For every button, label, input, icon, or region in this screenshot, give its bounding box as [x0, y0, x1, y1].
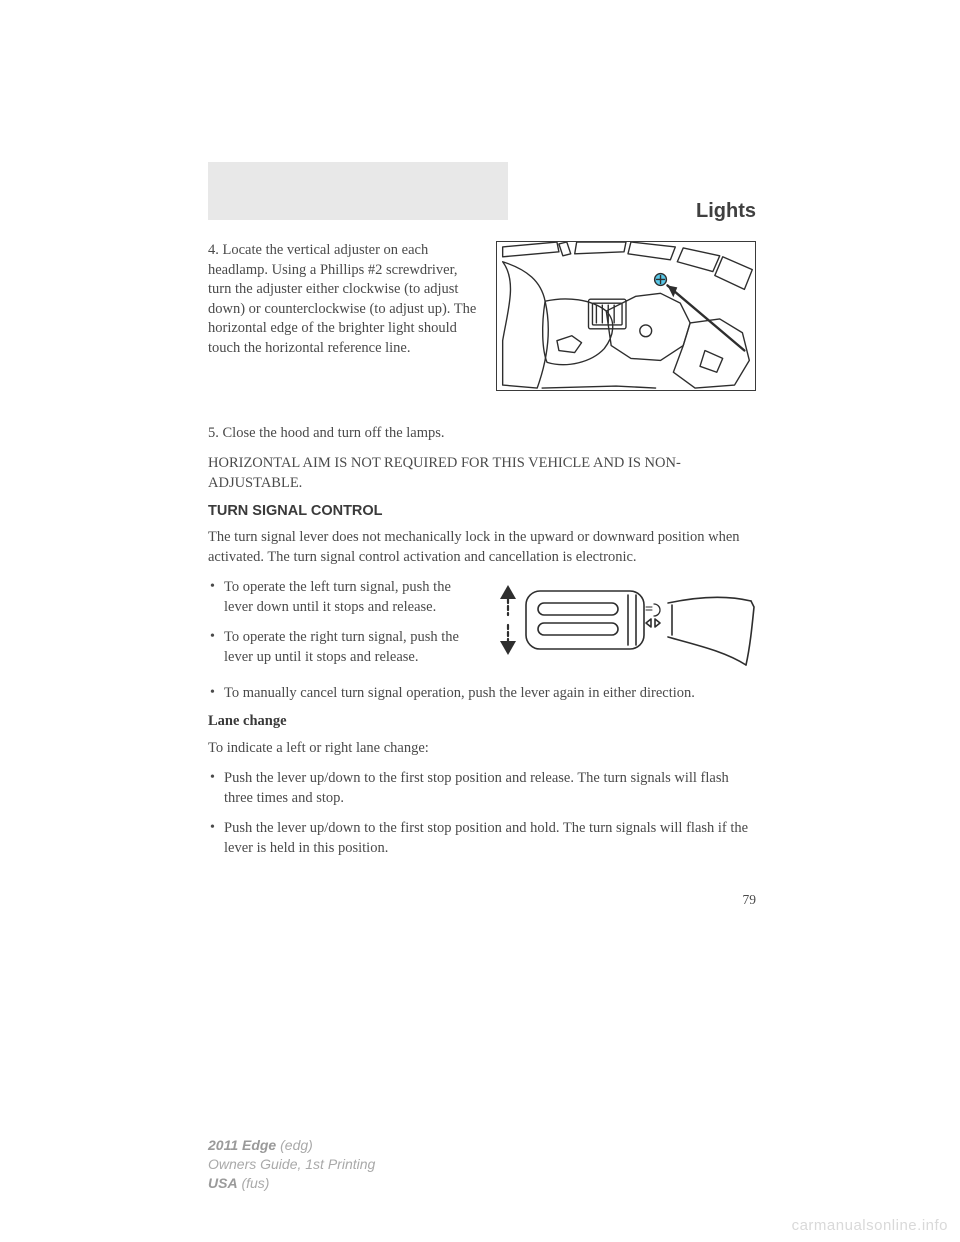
turn-signal-bullets-rest: To manually cancel turn signal operation… [208, 683, 756, 703]
turn-signal-bullets-left: To operate the left turn signal, push th… [208, 577, 482, 677]
watermark: carmanualsonline.info [792, 1217, 948, 1234]
step5-text: 5. Close the hood and turn off the lamps… [208, 423, 756, 443]
turn-signal-intro: The turn signal lever does not mechanica… [208, 527, 756, 567]
horizontal-aim-note: HORIZONTAL AIM IS NOT REQUIRED FOR THIS … [208, 453, 756, 493]
footer-usa: USA [208, 1175, 238, 1191]
footer-code1: (edg) [276, 1137, 313, 1153]
list-item: Push the lever up/down to the first stop… [208, 818, 756, 858]
headlamp-figure [496, 241, 756, 391]
lever-figure [496, 577, 756, 672]
page-number: 79 [208, 892, 756, 908]
footer-line2: Owners Guide, 1st Printing [208, 1155, 375, 1174]
footer-line1: 2011 Edge (edg) [208, 1136, 375, 1155]
section-title: Lights [208, 200, 756, 223]
list-item: To operate the left turn signal, push th… [208, 577, 482, 617]
lane-change-heading: Lane change [208, 713, 756, 730]
turn-signal-heading: TURN SIGNAL CONTROL [208, 503, 756, 519]
footer-line3: USA (fus) [208, 1174, 375, 1193]
lane-change-bullets: Push the lever up/down to the first stop… [208, 768, 756, 858]
list-item: Push the lever up/down to the first stop… [208, 768, 756, 808]
footer: 2011 Edge (edg) Owners Guide, 1st Printi… [208, 1136, 375, 1193]
lane-change-intro: To indicate a left or right lane change: [208, 738, 756, 758]
page-content: Lights 4. Locate the vertical adjuster o… [208, 162, 756, 908]
list-item: To manually cancel turn signal operation… [208, 683, 756, 703]
step4-row: 4. Locate the vertical adjuster on each … [208, 241, 756, 391]
footer-model: 2011 Edge [208, 1137, 276, 1153]
turn-signal-row: To operate the left turn signal, push th… [208, 577, 756, 677]
step4-text: 4. Locate the vertical adjuster on each … [208, 241, 482, 358]
footer-code2: (fus) [238, 1175, 270, 1191]
list-item: To operate the right turn signal, push t… [208, 627, 482, 667]
